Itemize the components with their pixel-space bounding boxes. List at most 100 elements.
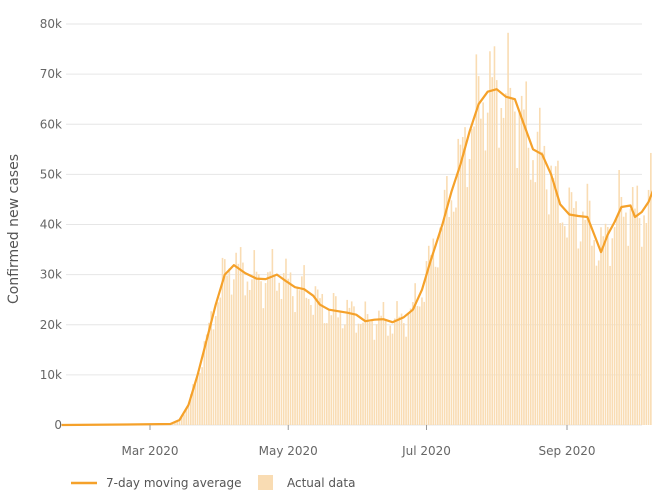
daily-bar [301, 276, 303, 425]
daily-bar [495, 80, 498, 425]
daily-bar [409, 308, 412, 425]
daily-bar [316, 289, 319, 425]
daily-bar [557, 160, 559, 425]
y-tick-label: 20k [40, 318, 62, 332]
daily-bar [369, 321, 371, 425]
daily-bar [516, 167, 518, 425]
daily-bar [183, 414, 185, 425]
gridlines [66, 23, 642, 426]
daily-bar [233, 279, 235, 425]
daily-bar [443, 189, 446, 425]
daily-bar [375, 324, 378, 425]
daily-bar [545, 189, 548, 425]
daily-bar [344, 324, 346, 425]
daily-bar [219, 297, 222, 425]
daily-bar [568, 187, 571, 425]
daily-bar [602, 236, 605, 425]
daily-bar [328, 310, 330, 425]
daily-bar [459, 144, 462, 425]
daily-bar [223, 259, 226, 425]
y-axis-ticks: 0 10k 20k 30k 40k 50k 60k 70k 80k [40, 17, 62, 432]
daily-bar [511, 98, 514, 426]
daily-bar [400, 313, 403, 425]
daily-bar [298, 290, 301, 425]
daily-bar [423, 301, 426, 425]
actual-data-bars [63, 32, 652, 426]
daily-bar [294, 312, 296, 425]
daily-bar [625, 212, 627, 425]
daily-bar [620, 196, 623, 425]
daily-bar [221, 257, 224, 425]
daily-bar [289, 272, 292, 425]
daily-bar [461, 137, 464, 425]
daily-bar [473, 126, 475, 425]
daily-bar [480, 118, 482, 425]
daily-bar [523, 109, 525, 425]
y-tick-label: 60k [40, 117, 62, 131]
daily-bar [208, 322, 210, 425]
daily-bar [194, 384, 197, 425]
daily-bar [414, 283, 416, 425]
daily-bar [357, 323, 360, 425]
daily-bar [638, 218, 641, 425]
daily-bar [267, 272, 269, 425]
daily-bar [205, 334, 208, 425]
daily-bar [280, 298, 283, 425]
daily-bar [248, 289, 251, 425]
daily-bar [396, 301, 398, 425]
daily-bar [595, 265, 598, 425]
daily-bar [257, 274, 260, 425]
daily-bar [439, 227, 441, 425]
daily-bar [552, 178, 555, 425]
daily-bar [636, 185, 639, 425]
daily-bar [174, 421, 176, 425]
daily-bar [455, 207, 457, 425]
daily-bar [616, 217, 618, 425]
daily-bar [307, 298, 310, 425]
daily-bar [180, 417, 183, 425]
daily-bar [230, 294, 233, 425]
daily-bar [187, 405, 190, 425]
daily-bar [416, 305, 419, 425]
daily-bar [437, 267, 439, 425]
y-tick-label: 80k [40, 17, 62, 31]
daily-bar [446, 176, 448, 425]
daily-bar [627, 245, 629, 425]
daily-bar [566, 237, 568, 425]
daily-bar [539, 107, 541, 425]
y-tick-label: 70k [40, 67, 62, 81]
legend-bar-swatch [258, 475, 273, 490]
daily-bar [228, 268, 231, 425]
daily-bar [296, 286, 299, 425]
daily-bar [353, 306, 355, 425]
daily-bar [262, 308, 265, 425]
daily-bar [600, 227, 602, 425]
daily-bar [498, 147, 500, 425]
daily-bar [647, 189, 650, 425]
daily-bar [287, 278, 290, 425]
daily-bar [389, 325, 392, 425]
daily-bar [393, 318, 396, 425]
daily-bar [244, 295, 246, 425]
daily-bar [527, 147, 530, 426]
daily-bar [606, 226, 609, 425]
daily-bar [541, 151, 543, 426]
daily-bar [486, 112, 489, 426]
daily-bar [588, 200, 591, 425]
x-tick-label: Jul 2020 [401, 444, 451, 458]
daily-bar [403, 323, 405, 425]
y-tick-label: 0 [54, 418, 62, 432]
daily-bar [384, 318, 387, 425]
daily-bar [291, 296, 294, 425]
daily-bar [622, 216, 625, 425]
x-tick-label: Mar 2020 [122, 444, 179, 458]
daily-bar [425, 261, 428, 425]
daily-bar [412, 302, 414, 425]
daily-bar [518, 111, 521, 425]
daily-bar [319, 298, 321, 425]
daily-bar [378, 310, 380, 425]
daily-bar [348, 307, 351, 425]
moving-average-path [61, 88, 652, 427]
daily-bar [484, 150, 487, 426]
